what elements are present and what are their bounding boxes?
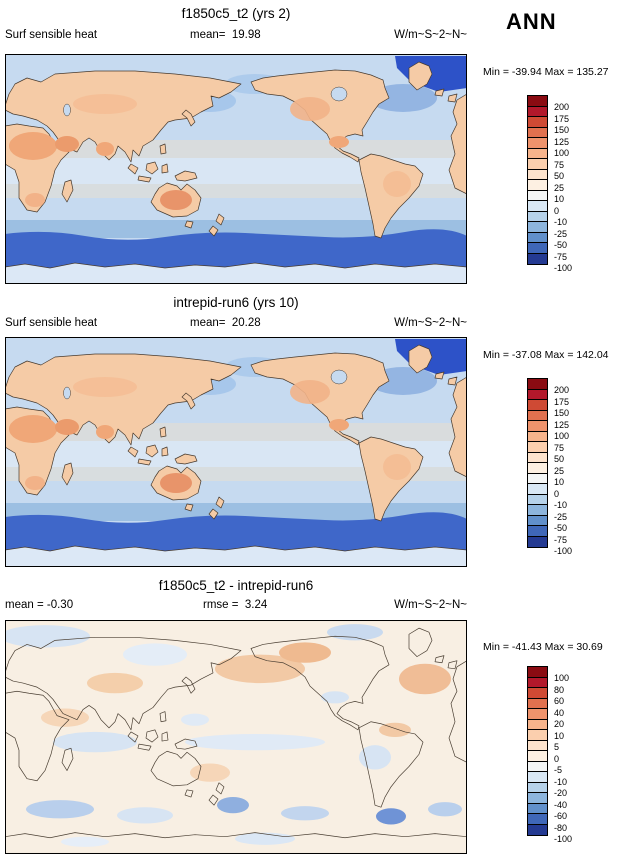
colorbar-tick-label: 150 — [554, 408, 570, 418]
panel2-stats-row: Surf sensible heat mean= 20.28 W/m~S~2~N… — [5, 317, 467, 331]
colorbar-tick-label: 0 — [554, 205, 560, 216]
colorbar-tick-label: -40 — [554, 799, 568, 810]
colorbar-tick-label: 175 — [554, 396, 570, 407]
panel2-units-label: W/m~S~2~N~ — [394, 317, 467, 329]
panel3-mean-label: mean = -0.30 — [5, 599, 74, 611]
colorbar-tick-label: -25 — [554, 511, 568, 522]
colorbar-tick-label: -75 — [554, 534, 568, 545]
colorbar-tick-label: -5 — [554, 765, 563, 775]
panel1-variable-label: Surf sensible heat — [5, 29, 98, 41]
panel2-map — [5, 337, 467, 567]
panel3-title: f1850c5_t2 - intrepid-run6 — [158, 578, 314, 593]
colorbar-tick-label: -80 — [554, 822, 568, 833]
panel2-mean-label: mean= 20.28 — [190, 317, 261, 329]
colorbar-tick-label: 25 — [554, 182, 565, 193]
panel1-title: f1850c5_t2 (yrs 2) — [181, 6, 291, 21]
colorbar-tick-label: 125 — [554, 136, 570, 147]
panel2-title: intrepid-run6 (yrs 10) — [173, 295, 299, 310]
colorbar-tick-label: 10 — [554, 194, 565, 204]
panel3-colorbar: 100 80 60 40 20 10 5 0 -5 -10 -20 -40 -60 -80 -100 — [527, 666, 591, 844]
colorbar-tick-label: -50 — [554, 240, 568, 250]
colorbar-tick-label: 175 — [554, 113, 570, 124]
colorbar-tick-label: 40 — [554, 707, 565, 718]
panel2-colorbar: 200 175 150 125 100 75 50 25 10 0 -10 -25 -50 -75 -100 — [527, 378, 591, 556]
colorbar-tick-label: 5 — [554, 742, 560, 752]
colorbar-tick-label: 0 — [554, 753, 560, 764]
colorbar-tick-label: 60 — [554, 696, 565, 706]
colorbar-tick-label: -75 — [554, 251, 568, 262]
colorbar-tick-label: 100 — [554, 673, 570, 683]
panel2-variable-label: Surf sensible heat — [5, 317, 98, 329]
panel1-units-label: W/m~S~2~N~ — [394, 29, 467, 41]
colorbar-tick-label: 75 — [554, 442, 565, 453]
colorbar-tick-label: -10 — [554, 500, 568, 510]
colorbar-tick-label: 20 — [554, 719, 565, 729]
colorbar-tick-label: 200 — [554, 102, 570, 112]
panel1-minmax-label: Min = -39.94 Max = 135.27 — [483, 66, 609, 78]
colorbar-tick-label: 10 — [554, 477, 565, 487]
colorbar-tick-label: 25 — [554, 465, 565, 476]
colorbar-tick-label: -100 — [554, 546, 573, 556]
colorbar-tick-label: 125 — [554, 419, 570, 430]
colorbar-tick-label: 0 — [554, 488, 560, 499]
colorbar-tick-label: 75 — [554, 159, 565, 170]
colorbar-tick-label: 200 — [554, 385, 570, 395]
colorbar-tick-label: -60 — [554, 811, 568, 821]
colorbar-tick-label: 100 — [554, 148, 570, 158]
colorbar-tick-label: 80 — [554, 684, 565, 695]
panel3-stats-row: mean = -0.30 rmse = 3.24 W/m~S~2~N~ — [5, 599, 467, 613]
colorbar-tick-label: -10 — [554, 217, 568, 227]
colorbar-tick-label: 100 — [554, 431, 570, 441]
panel2-minmax-label: Min = -37.08 Max = 142.04 — [483, 349, 609, 361]
panel1-map — [5, 54, 467, 284]
colorbar-tick-label: 10 — [554, 730, 565, 741]
colorbar-tick-label: -100 — [554, 834, 573, 844]
colorbar-tick-label: 50 — [554, 171, 565, 181]
panel3-units-label: W/m~S~2~N~ — [394, 599, 467, 611]
colorbar-tick-label: 50 — [554, 454, 565, 464]
panel1-colorbar: 200 175 150 125 100 75 50 25 10 0 -10 -25 -50 -75 -100 — [527, 95, 591, 273]
panel3-rmse-label: rmse = 3.24 — [203, 599, 268, 611]
panel3-difference-map — [5, 620, 467, 854]
panel1-mean-label: mean= 19.98 — [190, 29, 261, 41]
colorbar-tick-label: -10 — [554, 776, 568, 787]
colorbar-tick-label: -50 — [554, 523, 568, 533]
colorbar-tick-label: -25 — [554, 228, 568, 239]
panel3-minmax-label: Min = -41.43 Max = 30.69 — [483, 641, 603, 653]
colorbar-tick-label: 150 — [554, 125, 570, 135]
colorbar-tick-label: -100 — [554, 263, 573, 273]
season-label: ANN — [506, 9, 557, 34]
panel1-stats-row: Surf sensible heat mean= 19.98 W/m~S~2~N… — [5, 29, 467, 43]
colorbar-tick-label: -20 — [554, 788, 568, 798]
